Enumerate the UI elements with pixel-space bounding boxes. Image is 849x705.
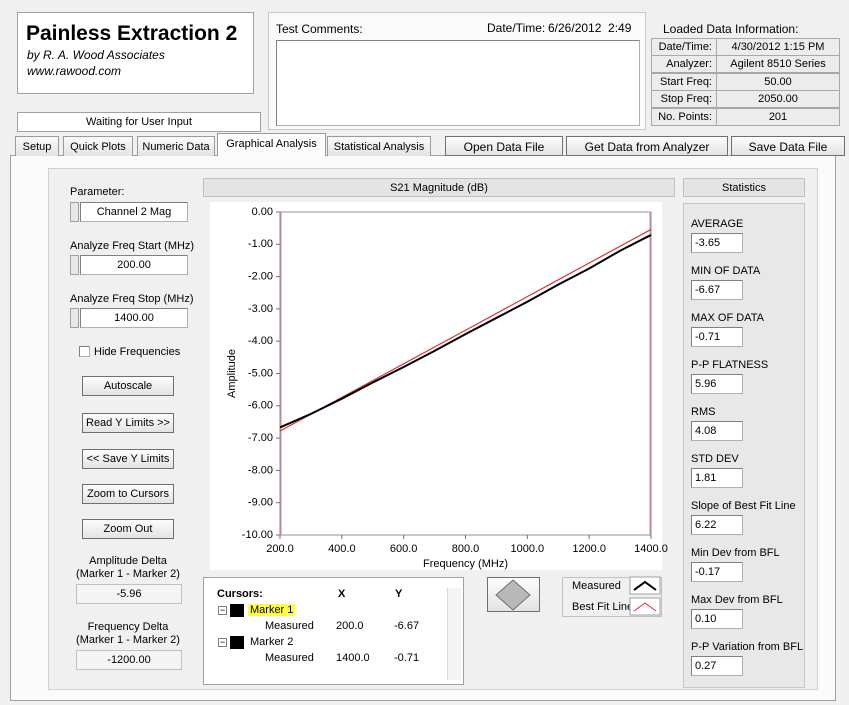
spinner[interactable]: [70, 202, 79, 222]
stats-header: Statistics: [683, 178, 805, 197]
stat-label: RMS: [691, 406, 716, 418]
tab[interactable]: Numeric Data: [137, 136, 215, 156]
cursor-header: Cursors:: [217, 588, 263, 600]
param-label: Parameter:: [70, 186, 125, 198]
cursor-header: X: [338, 588, 346, 600]
marker-name[interactable]: Marker 1: [248, 604, 296, 616]
stat-label: STD DEV: [691, 453, 739, 465]
chart-area: [210, 202, 662, 570]
action-button[interactable]: Save Data File: [731, 136, 845, 156]
info-label: Start Freq:: [651, 72, 717, 91]
datetime-label: Date/Time:: [487, 21, 546, 35]
marker-icon: [230, 604, 244, 617]
delta-label: (Marker 1 - Marker 2): [76, 634, 180, 646]
marker-icon: [230, 636, 244, 649]
status-box: [17, 112, 261, 132]
title-box: [17, 12, 254, 94]
cursor-header: Y: [395, 588, 403, 600]
action-button[interactable]: Open Data File: [445, 136, 563, 156]
marker-x: 200.0: [336, 620, 364, 632]
spinner[interactable]: [70, 255, 79, 275]
stat-label: AVERAGE: [691, 218, 744, 230]
action-button[interactable]: Get Data from Analyzer: [566, 136, 728, 156]
start-label: Analyze Freq Start (MHz): [70, 240, 195, 252]
info-label: No. Points:: [651, 107, 717, 126]
marker-y: -6.67: [394, 620, 420, 632]
marker-trace: Measured: [265, 652, 314, 664]
stat-label: Max Dev from BFL: [691, 594, 783, 606]
loaded-title: Loaded Data Information:: [663, 22, 799, 36]
info-value: 4/30/2012 1:15 PM: [716, 38, 840, 56]
stat-label: MIN OF DATA: [691, 265, 761, 277]
tree-toggle[interactable]: −: [218, 637, 227, 647]
info-label: Stop Freq:: [651, 90, 717, 109]
marker-name[interactable]: Marker 2: [250, 636, 294, 648]
stop-label: Analyze Freq Stop (MHz): [70, 293, 194, 305]
marker-y: -0.71: [394, 652, 420, 664]
url: www.rawood.com: [27, 64, 122, 78]
spinner[interactable]: [70, 308, 79, 328]
info-label: Analyzer:: [651, 55, 717, 74]
stat-label: Slope of Best Fit Line: [691, 500, 796, 512]
chart-header: [203, 178, 675, 197]
move-pad[interactable]: [487, 577, 540, 612]
legend-box: [562, 577, 662, 617]
stat-label: P-P FLATNESS: [691, 359, 769, 371]
delta-label: (Marker 1 - Marker 2): [76, 568, 180, 580]
comments-label: Test Comments:: [276, 22, 363, 36]
stat-label: MAX OF DATA: [691, 312, 764, 324]
stat-label: P-P Variation from BFL: [691, 641, 804, 653]
stat-value: 0.27: [691, 656, 743, 676]
info-value: 2050.00: [716, 90, 840, 109]
info-value: 50.00: [716, 72, 840, 91]
control-button[interactable]: Read Y Limits >>: [82, 413, 174, 433]
delta-label: Amplitude Delta: [89, 555, 167, 567]
numeric-input[interactable]: 1400.00: [80, 308, 188, 328]
stat-value: 6.22: [691, 515, 743, 535]
stat-value: 5.96: [691, 374, 743, 394]
checkbox[interactable]: [79, 346, 90, 357]
stat-value: -0.17: [691, 562, 743, 582]
app-title: Painless Extraction 2: [26, 22, 238, 45]
datetime: 6/26/2012 2:49: [548, 21, 632, 35]
tab[interactable]: Quick Plots: [63, 136, 133, 156]
stat-value: -0.71: [691, 327, 743, 347]
stat-value: -6.67: [691, 280, 743, 300]
marker-trace: Measured: [265, 620, 314, 632]
info-label: Date/Time:: [651, 38, 717, 56]
cursor-scroll: [447, 588, 461, 680]
control-button[interactable]: << Save Y Limits: [82, 449, 174, 469]
tab[interactable]: Setup: [15, 136, 59, 156]
delta-label: Frequency Delta: [87, 621, 169, 633]
marker-x: 1400.0: [336, 652, 370, 664]
stat-label: Min Dev from BFL: [691, 547, 780, 559]
author: by R. A. Wood Associates: [27, 48, 165, 62]
stat-value: -3.65: [691, 233, 743, 253]
checkbox-label: Hide Frequencies: [94, 346, 181, 358]
tree-toggle[interactable]: −: [218, 605, 227, 615]
stat-value: 1.81: [691, 468, 743, 488]
info-value: Agilent 8510 Series: [716, 55, 840, 74]
stat-value: 0.10: [691, 609, 743, 629]
tab[interactable]: Statistical Analysis: [327, 136, 431, 156]
numeric-input[interactable]: Channel 2 Mag: [80, 202, 188, 222]
stat-value: 4.08: [691, 421, 743, 441]
delta-value: -1200.00: [76, 650, 182, 670]
status: Waiting for User Input: [86, 116, 192, 128]
tab[interactable]: Graphical Analysis: [217, 133, 326, 156]
control-button[interactable]: Autoscale: [82, 376, 174, 396]
cursor-panel: [203, 577, 464, 685]
info-value: 201: [716, 107, 840, 126]
delta-value: -5.96: [76, 584, 182, 604]
numeric-input[interactable]: 200.00: [80, 255, 188, 275]
comments-input[interactable]: [276, 40, 640, 126]
control-button[interactable]: Zoom Out: [82, 519, 174, 539]
control-button[interactable]: Zoom to Cursors: [82, 484, 174, 504]
